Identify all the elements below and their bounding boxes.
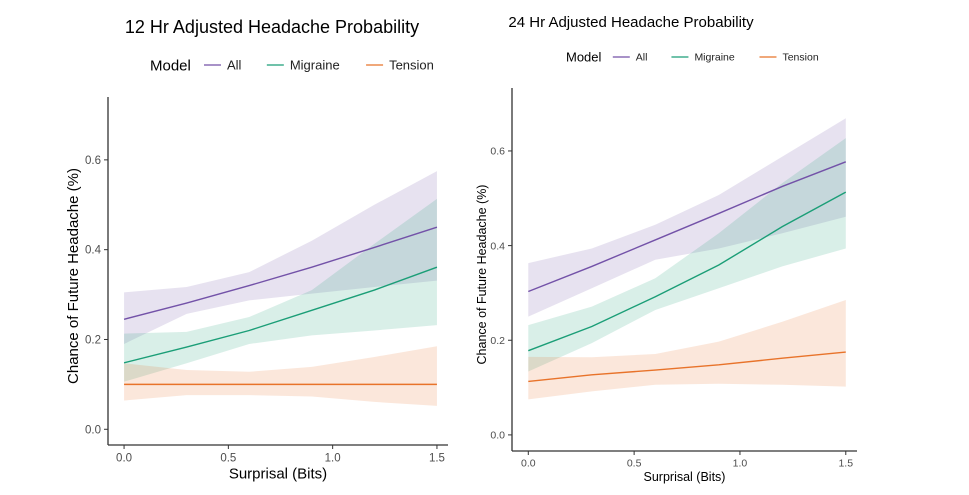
x-tick-label: 0.0 — [116, 453, 132, 465]
x-tick-label: 0.5 — [220, 453, 236, 465]
confidence-band-migraine — [528, 138, 846, 372]
chart-panel-1: 12 Hr Adjusted Headache Probability Model… — [65, 17, 448, 483]
x-axis-label: Surprisal (Bits) — [229, 466, 327, 483]
x-tick-label: 1.0 — [325, 453, 341, 465]
legend-title: Model — [566, 50, 602, 65]
confidence-band-all — [124, 171, 437, 344]
chart-panel-2: 24 Hr Adjusted Headache Probability Model… — [475, 14, 857, 484]
legend-label-tension: Tension — [389, 58, 434, 73]
legend-title: Model — [150, 57, 191, 74]
y-tick-label: 0.6 — [85, 155, 101, 167]
x-tick-label: 1.5 — [429, 453, 445, 465]
series-line-tension — [528, 351, 846, 383]
confidence-band-all — [528, 118, 846, 317]
y-tick-label: 0.6 — [490, 146, 505, 158]
series-line-migraine — [528, 191, 847, 352]
y-tick-label: 0.2 — [490, 335, 505, 347]
y-tick-label: 0.4 — [85, 245, 102, 257]
y-axis-label: Chance of Future Headache (%) — [65, 168, 82, 384]
legend-label-all: All — [636, 52, 648, 64]
confidence-band-migraine — [124, 198, 437, 382]
legend-label-all: All — [227, 58, 242, 73]
series-line-all — [528, 161, 847, 293]
y-tick-label: 0.2 — [85, 335, 101, 347]
chart-title: 24 Hr Adjusted Headache Probability — [508, 14, 754, 31]
x-axis-label: Surprisal (Bits) — [644, 470, 726, 484]
x-tick-label: 0.0 — [521, 458, 536, 470]
legend-label-tension: Tension — [782, 52, 818, 64]
legend-label-migraine: Migraine — [290, 58, 340, 73]
confidence-band-tension — [528, 300, 846, 400]
series-line-all — [123, 226, 438, 320]
y-axis-label: Chance of Future Headache (%) — [475, 185, 489, 365]
x-tick-label: 1.5 — [838, 458, 853, 470]
confidence-band-tension — [124, 346, 437, 406]
legend-label-migraine: Migraine — [694, 52, 734, 64]
x-tick-label: 1.0 — [733, 458, 748, 470]
y-tick-label: 0.0 — [490, 430, 505, 442]
chart-title: 12 Hr Adjusted Headache Probability — [125, 17, 419, 37]
y-tick-label: 0.4 — [490, 240, 505, 252]
series-line-migraine — [123, 266, 438, 364]
y-tick-label: 0.0 — [85, 424, 101, 436]
x-tick-label: 0.5 — [627, 458, 642, 470]
